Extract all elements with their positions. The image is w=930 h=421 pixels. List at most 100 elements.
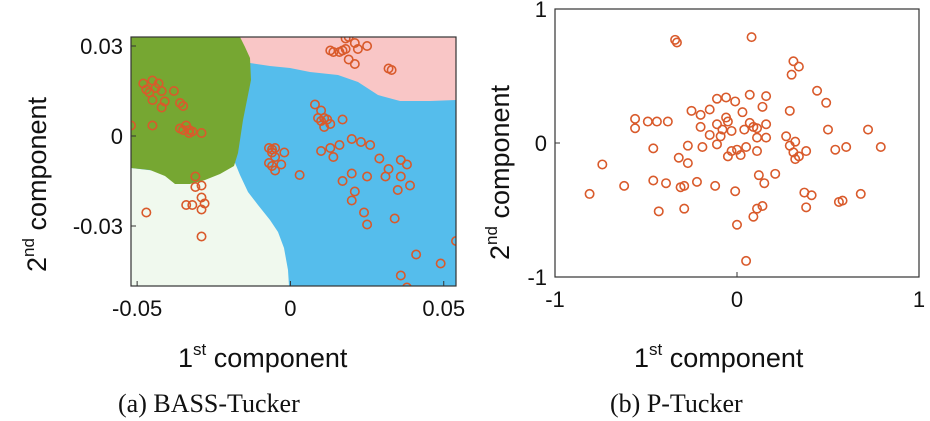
data-point — [670, 34, 681, 45]
data-point — [855, 188, 866, 199]
x-tick-label: -0.05 — [112, 296, 162, 321]
data-point — [710, 180, 721, 191]
data-point — [651, 116, 662, 127]
chart-panel-b: -1 0 1 -1 0 1 1st component 2nd component (b)… — [482, 0, 925, 418]
data-point — [730, 96, 741, 107]
data-point — [741, 142, 752, 153]
data-point — [395, 270, 406, 281]
data-point — [697, 142, 708, 153]
data-point — [662, 116, 673, 127]
data-point — [806, 190, 817, 201]
data-point — [359, 207, 370, 218]
plot-frame-b — [554, 8, 920, 278]
y-axis-label-a: 2nd component — [19, 96, 52, 272]
data-point — [337, 176, 348, 187]
data-point — [630, 113, 641, 124]
caption-a: (a) BASS-Tucker — [118, 389, 300, 418]
data-point — [316, 146, 327, 157]
data-point — [343, 37, 354, 42]
data-point — [184, 128, 195, 139]
scatter-points-b — [584, 32, 886, 266]
data-point — [190, 171, 201, 182]
data-point — [752, 123, 763, 134]
data-point — [761, 119, 772, 130]
data-point — [263, 158, 274, 169]
data-point — [793, 61, 804, 72]
x-axis-label-a: 1st component — [178, 340, 348, 373]
data-point — [715, 131, 726, 142]
data-point — [711, 93, 722, 104]
data-point — [761, 91, 772, 102]
data-point — [196, 204, 207, 215]
data-point — [801, 146, 812, 157]
y-axis-label-b: 2nd component — [482, 84, 515, 260]
data-point — [711, 139, 722, 150]
data-point — [711, 119, 722, 130]
data-point — [673, 152, 684, 163]
data-point — [334, 140, 345, 151]
data-point — [726, 125, 737, 136]
caption-b: (b) P-Tucker — [610, 389, 743, 418]
data-point — [812, 85, 823, 96]
x-tick-label: -1 — [545, 287, 565, 312]
data-point — [270, 165, 281, 176]
data-point — [294, 170, 305, 181]
data-point — [770, 168, 781, 179]
data-point — [346, 134, 357, 145]
data-point — [349, 186, 360, 197]
data-point — [346, 168, 357, 179]
x-tick-label: 0.05 — [422, 296, 465, 321]
data-point — [584, 188, 595, 199]
data-point — [309, 99, 320, 110]
y-tick-label: -0.03 — [73, 214, 123, 239]
data-point — [141, 84, 152, 95]
data-point — [337, 45, 348, 56]
data-point — [744, 89, 755, 100]
data-point — [411, 249, 422, 260]
data-point — [325, 143, 336, 154]
data-point — [395, 171, 406, 182]
plot-frame-a — [130, 36, 457, 287]
data-point — [190, 182, 201, 193]
data-point — [863, 124, 874, 135]
data-point — [686, 105, 697, 116]
data-point — [147, 120, 158, 131]
chart-panel-a: -0.05 0 0.05 -0.03 0 0.03 1st component 2nd c… — [19, 34, 465, 418]
region-light — [131, 158, 289, 286]
data-point — [748, 211, 759, 222]
data-point — [405, 180, 416, 191]
data-point — [648, 175, 659, 186]
data-point — [722, 151, 733, 162]
data-point — [352, 43, 363, 54]
data-point — [325, 119, 336, 130]
data-point — [788, 56, 799, 67]
data-point — [752, 203, 763, 214]
region-green — [131, 37, 251, 184]
data-point — [346, 195, 357, 206]
data-point — [695, 109, 706, 120]
data-point — [746, 32, 757, 43]
data-point — [801, 202, 812, 213]
data-point — [328, 46, 339, 57]
y-tick-label: 0.03 — [80, 34, 123, 59]
data-point — [752, 132, 763, 143]
data-point — [761, 132, 772, 143]
data-point — [739, 124, 750, 135]
data-point — [757, 101, 768, 112]
data-point — [380, 171, 391, 182]
data-point — [730, 186, 741, 197]
data-point — [759, 178, 770, 189]
data-point — [753, 170, 764, 181]
data-point — [721, 92, 732, 103]
data-point — [830, 144, 841, 155]
data-point — [648, 143, 659, 154]
data-point — [147, 95, 158, 106]
data-point — [822, 124, 833, 135]
data-point — [178, 101, 189, 112]
data-point — [187, 200, 198, 211]
data-point — [392, 185, 403, 196]
x-tick-label: 0 — [731, 287, 743, 312]
data-point — [642, 116, 653, 127]
data-point — [731, 219, 742, 230]
